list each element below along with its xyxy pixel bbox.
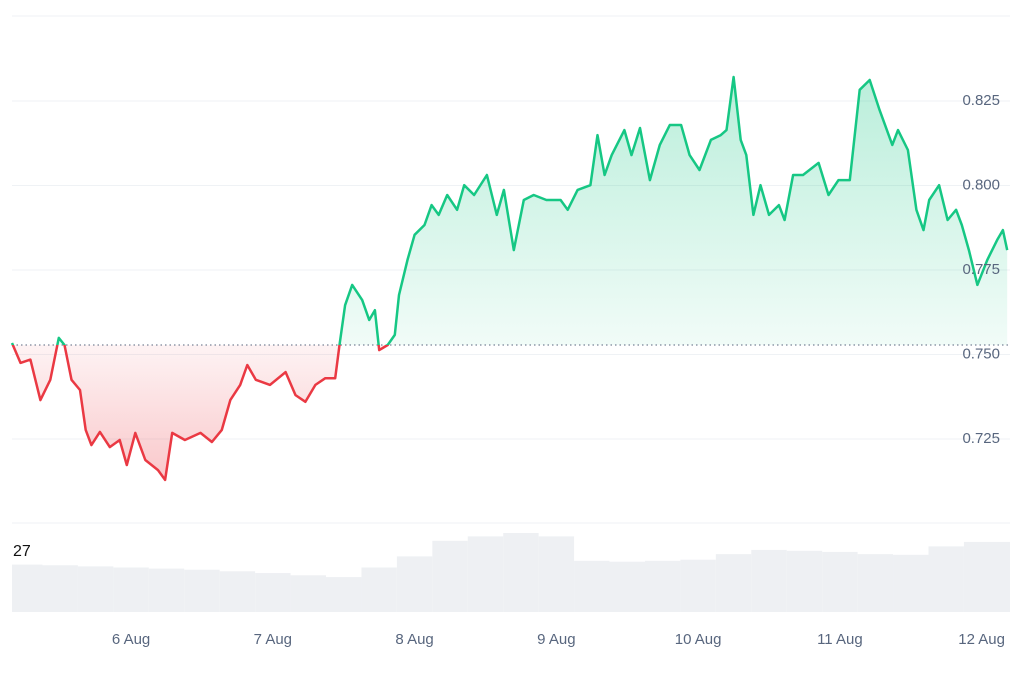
- volume-tick-label: 27: [13, 543, 31, 560]
- volume-bar: [184, 569, 220, 612]
- volume-bar: [644, 560, 681, 612]
- volume-bar: [680, 559, 716, 612]
- volume-bar: [467, 536, 504, 612]
- volume-bar: [219, 571, 256, 612]
- volume-bar: [396, 556, 433, 612]
- volume-bar: [361, 567, 397, 612]
- area: [12, 77, 1008, 480]
- volume-bar: [255, 573, 291, 612]
- y-tick-label: 0.725: [962, 430, 1000, 447]
- price-line: [10, 75, 1009, 482]
- y-tick-label: 0.775: [962, 261, 1000, 278]
- volume-bar: [963, 541, 1010, 612]
- volume-bar: [715, 554, 752, 612]
- x-tick-label: 9 Aug: [537, 631, 575, 648]
- volume-bar: [432, 540, 468, 612]
- volume-bar: [290, 575, 327, 612]
- volume-bar: [609, 561, 645, 612]
- volume-bar: [928, 546, 964, 612]
- volume-bar: [148, 568, 185, 612]
- volume-bar: [113, 567, 149, 612]
- x-tick-label: 12 Aug: [958, 631, 1005, 648]
- y-tick-label: 0.825: [962, 92, 1000, 109]
- volume-bar: [574, 560, 610, 612]
- x-tick-label: 11 Aug: [817, 631, 863, 648]
- volume-bar: [326, 577, 362, 612]
- x-tick-label: 6 Aug: [112, 631, 150, 648]
- volume-bar: [12, 564, 43, 612]
- x-tick-label: 7 Aug: [254, 631, 292, 648]
- volume-bar: [77, 566, 114, 612]
- volume-bar: [42, 565, 78, 612]
- x-tick-label: 8 Aug: [395, 631, 433, 648]
- x-tick-label: 10 Aug: [675, 631, 722, 648]
- volume-bar: [538, 536, 575, 612]
- volume-bar: [751, 549, 787, 612]
- volume-bar: [893, 554, 929, 612]
- y-tick-label: 0.750: [962, 345, 1000, 362]
- volume-bar: [503, 533, 539, 612]
- volume-bar: [822, 551, 858, 612]
- volume-bar: [857, 554, 894, 612]
- y-tick-label: 0.800: [962, 176, 1000, 193]
- volume-bar: [786, 550, 823, 612]
